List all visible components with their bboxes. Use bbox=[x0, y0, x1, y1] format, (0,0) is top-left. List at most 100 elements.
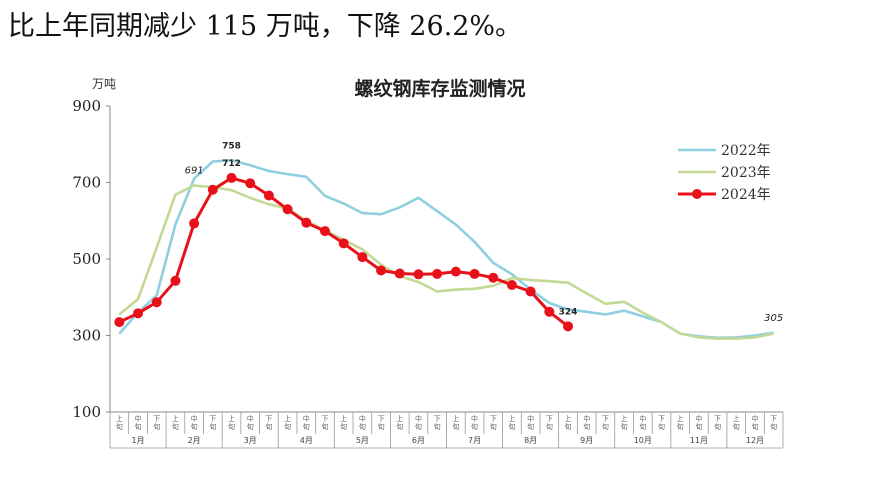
x-month-label: 5月 bbox=[356, 436, 369, 445]
y-tick-label: 100 bbox=[72, 403, 101, 421]
x-period-label: 旬 bbox=[135, 422, 142, 431]
data-point bbox=[207, 184, 218, 195]
x-period-label: 旬 bbox=[321, 422, 328, 431]
x-period-label: 旬 bbox=[209, 422, 216, 431]
data-point bbox=[450, 266, 461, 277]
data-point bbox=[189, 218, 200, 229]
x-period-label: 下 bbox=[546, 415, 553, 423]
x-period-label: 旬 bbox=[247, 422, 254, 431]
data-label: 324 bbox=[559, 307, 578, 317]
data-point bbox=[563, 321, 574, 332]
x-period-label: 下 bbox=[153, 415, 160, 423]
data-point bbox=[282, 204, 293, 215]
x-period-label: 旬 bbox=[415, 422, 422, 431]
x-month-label: 11月 bbox=[690, 436, 708, 445]
x-period-label: 下 bbox=[209, 415, 216, 423]
x-period-label: 中 bbox=[583, 414, 590, 423]
x-period-label: 旬 bbox=[695, 422, 702, 431]
x-period-label: 旬 bbox=[116, 422, 123, 431]
x-period-label: 下 bbox=[658, 415, 665, 423]
series-line-2023年 bbox=[118, 184, 774, 340]
y-tick-label: 500 bbox=[72, 250, 101, 268]
data-point bbox=[488, 272, 499, 283]
x-period-label: 旬 bbox=[639, 422, 646, 431]
x-period-label: 上 bbox=[228, 414, 235, 423]
x-period-label: 旬 bbox=[546, 422, 553, 431]
data-label: 712 bbox=[222, 159, 241, 169]
x-period-label: 中 bbox=[135, 414, 142, 423]
x-period-label: 上 bbox=[172, 414, 179, 423]
chart-legend: 2022年 2023年 2024年 bbox=[678, 143, 771, 203]
x-period-label: 旬 bbox=[396, 422, 403, 431]
x-period-label: 下 bbox=[770, 415, 777, 423]
x-period-label: 旬 bbox=[191, 422, 198, 431]
legend-label: 2022年 bbox=[721, 143, 771, 159]
headline-text: 比上年同期减少 115 万吨，下降 26.2%。 bbox=[8, 11, 523, 42]
data-label: 305 bbox=[764, 313, 783, 324]
x-period-label: 中 bbox=[247, 414, 254, 423]
x-period-label: 旬 bbox=[733, 422, 740, 431]
x-period-label: 中 bbox=[415, 414, 422, 423]
x-period-label: 旬 bbox=[508, 422, 515, 431]
data-point bbox=[133, 308, 144, 319]
data-point bbox=[301, 217, 312, 228]
x-period-label: 中 bbox=[695, 414, 702, 423]
x-month-label: 9月 bbox=[580, 436, 593, 445]
x-period-label: 下 bbox=[490, 415, 497, 423]
data-point bbox=[544, 306, 555, 317]
x-period-label: 旬 bbox=[565, 422, 572, 431]
x-period-label: 上 bbox=[340, 414, 347, 423]
x-period-label: 旬 bbox=[284, 422, 291, 431]
x-month-label: 3月 bbox=[244, 436, 257, 445]
y-tick-label: 300 bbox=[72, 327, 101, 345]
data-point bbox=[469, 268, 480, 279]
x-period-label: 下 bbox=[265, 415, 272, 423]
x-period-label: 上 bbox=[396, 414, 403, 423]
x-period-label: 中 bbox=[639, 414, 646, 423]
x-period-label: 上 bbox=[733, 414, 740, 423]
data-label: 691 bbox=[185, 166, 204, 177]
x-period-label: 中 bbox=[191, 414, 198, 423]
x-period-label: 旬 bbox=[471, 422, 478, 431]
x-period-label: 中 bbox=[751, 414, 758, 423]
x-period-label: 上 bbox=[116, 414, 123, 423]
data-point bbox=[357, 252, 368, 263]
x-month-label: 12月 bbox=[746, 436, 764, 445]
data-point bbox=[525, 286, 536, 297]
x-month-label: 4月 bbox=[300, 436, 313, 445]
x-period-label: 旬 bbox=[527, 422, 534, 431]
x-period-label: 旬 bbox=[452, 422, 459, 431]
x-period-label: 上 bbox=[452, 414, 459, 423]
x-period-label: 旬 bbox=[658, 422, 665, 431]
x-period-label: 旬 bbox=[303, 422, 310, 431]
x-period-label: 上 bbox=[508, 414, 515, 423]
x-period-label: 旬 bbox=[602, 422, 609, 431]
x-period-label: 上 bbox=[621, 414, 628, 423]
x-period-label: 旬 bbox=[770, 422, 777, 431]
x-period-label: 下 bbox=[602, 415, 609, 423]
x-period-label: 中 bbox=[527, 414, 534, 423]
x-month-label: 7月 bbox=[468, 436, 481, 445]
data-point bbox=[413, 269, 424, 280]
x-period-label: 旬 bbox=[677, 422, 684, 431]
chart-axes: 100 300 500 700 900 bbox=[72, 97, 783, 421]
x-axis-labels: 上旬中旬下旬1月上旬中旬下旬2月上旬中旬下旬3月上旬中旬下旬4月上旬中旬下旬5月… bbox=[109, 412, 784, 449]
data-point bbox=[226, 172, 237, 183]
data-point bbox=[394, 268, 405, 279]
x-period-label: 旬 bbox=[583, 422, 590, 431]
data-point bbox=[506, 280, 517, 291]
x-period-label: 中 bbox=[303, 414, 310, 423]
chart-title: 螺纹钢库存监测情况 bbox=[354, 77, 525, 100]
legend-label: 2023年 bbox=[721, 165, 771, 181]
x-period-label: 旬 bbox=[378, 422, 385, 431]
x-period-label: 旬 bbox=[265, 422, 272, 431]
x-month-label: 6月 bbox=[412, 436, 425, 445]
data-point bbox=[114, 317, 125, 328]
x-period-label: 旬 bbox=[434, 422, 441, 431]
x-month-label: 8月 bbox=[524, 436, 537, 445]
data-point bbox=[432, 268, 443, 279]
data-point bbox=[151, 297, 162, 308]
x-period-label: 中 bbox=[471, 414, 478, 423]
x-period-label: 旬 bbox=[621, 422, 628, 431]
